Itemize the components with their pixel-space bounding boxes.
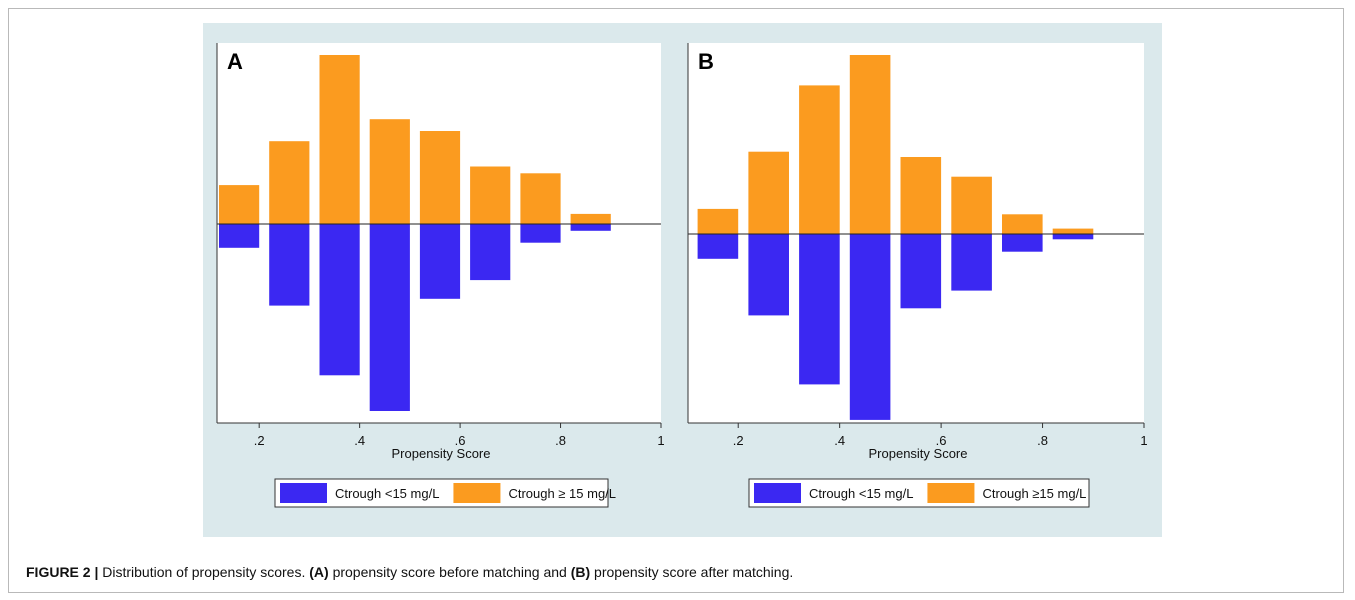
x-tick-label: .2 (254, 433, 265, 448)
legend-swatch (280, 483, 327, 503)
legend-label: Ctrough ≥ 15 mg/L (508, 486, 616, 501)
bar (951, 234, 992, 291)
panel-b-chart: .2 .4 .6 .8 1 Propensity Score B Ctrough <15 mg… (687, 43, 1148, 508)
bar (849, 234, 891, 420)
bar (799, 234, 840, 385)
bar (369, 224, 410, 411)
bar (470, 166, 511, 224)
bar (470, 224, 511, 281)
legend-label: Ctrough <15 mg/L (335, 486, 439, 501)
bar (1052, 234, 1094, 240)
bar (570, 213, 611, 224)
bar (520, 173, 561, 224)
bar (419, 131, 461, 224)
legend-box (274, 478, 609, 508)
caption-label: FIGURE 2 | (26, 564, 99, 580)
caption-a-ref: (A) (309, 564, 329, 580)
x-axis-title: Propensity Score (869, 446, 968, 461)
caption-text-1: Distribution of propensity scores. (98, 564, 310, 580)
bar (319, 224, 360, 376)
x-tick-label: .8 (1037, 433, 1048, 448)
bar (799, 85, 840, 235)
x-axis-title: Propensity Score (392, 446, 491, 461)
legend-label: Ctrough ≥15 mg/L (982, 486, 1086, 501)
bar (1002, 214, 1043, 234)
bar (369, 119, 410, 224)
caption-b-ref: (B) (570, 564, 591, 580)
bar (951, 176, 992, 234)
bar (269, 141, 310, 224)
x-tick-label: 1 (1140, 433, 1147, 448)
bar (520, 224, 561, 243)
bar (748, 234, 789, 316)
legend-swatch (927, 483, 975, 503)
bar (748, 151, 789, 234)
legend-swatch (453, 483, 501, 503)
x-tick-label: .6 (455, 433, 466, 448)
figure-caption: FIGURE 2 | Distribution of propensity sc… (26, 564, 1326, 580)
bar (219, 185, 260, 224)
x-tick-label: .2 (733, 433, 744, 448)
bar (900, 157, 942, 234)
bar (269, 224, 310, 306)
legend-box (748, 478, 1090, 508)
bar (1002, 234, 1043, 252)
panel-label: B (698, 49, 714, 74)
x-tick-label: .8 (555, 433, 566, 448)
x-tick-label: .4 (834, 433, 845, 448)
legend-swatch (754, 483, 801, 503)
bar (219, 224, 260, 248)
bar (849, 55, 891, 234)
panel-label: A (227, 49, 243, 74)
bar (900, 234, 942, 309)
bar (1052, 228, 1094, 234)
x-tick-label: .6 (936, 433, 947, 448)
bar (697, 234, 739, 259)
bar (319, 55, 360, 224)
bar (419, 224, 461, 299)
x-tick-label: 1 (657, 433, 664, 448)
legend-label: Ctrough <15 mg/L (809, 486, 913, 501)
panel-a-chart: .2 .4 .6 .8 1 Propensity Score A Ctrough <15 mg… (216, 43, 665, 508)
x-tick-label: .4 (354, 433, 365, 448)
caption-text-3: propensity score after matching. (590, 564, 794, 580)
bar (697, 208, 739, 234)
bar (570, 224, 611, 231)
caption-text-2: propensity score before matching and (328, 564, 571, 580)
